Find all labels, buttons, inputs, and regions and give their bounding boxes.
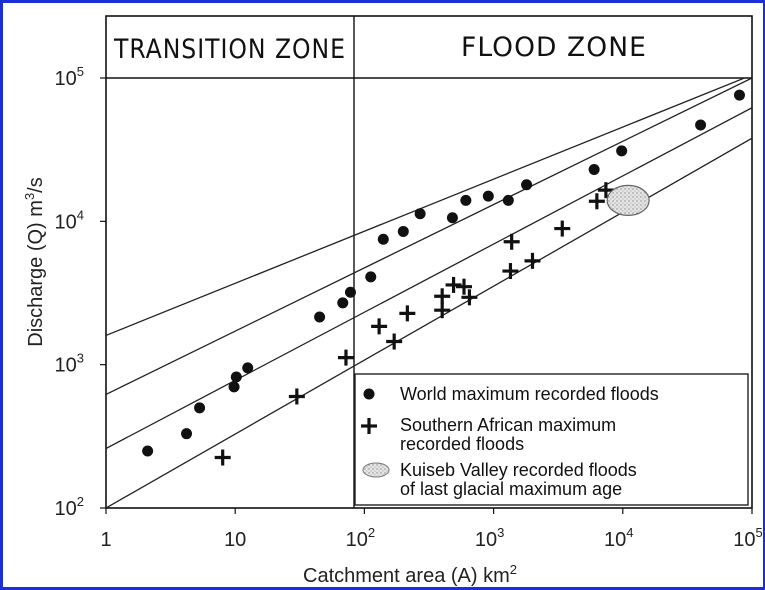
world-flood-point [695, 119, 707, 131]
x-tick-exponent: 4 [626, 525, 633, 540]
legend-marker-circle [363, 388, 375, 400]
world-flood-point [377, 233, 389, 245]
southern-african-flood-point [554, 220, 571, 237]
southern-african-flood-point [461, 289, 478, 306]
flood-zone-label: FLOOD ZONE [461, 32, 647, 63]
world-flood-point [616, 145, 628, 157]
y-axis-title-suffix: /s [25, 177, 47, 193]
y-axis-title: Discharge (Q) m3/s [22, 177, 47, 347]
y-tick-exponent: 5 [77, 64, 84, 79]
plot-area [105, 15, 753, 509]
world-flood-point [230, 371, 242, 383]
y-axis-title-superscript: 3 [22, 193, 37, 200]
y-tick-label: 102 [55, 494, 84, 520]
legend-label-kuiseb-2: of last glacial maximum age [400, 479, 622, 499]
data-points [142, 89, 745, 466]
legend-label-world: World maximum recorded floods [400, 384, 659, 404]
world-flood-point [228, 381, 240, 393]
southern-african-flood-point [434, 302, 451, 319]
kuiseb-valley-flood-area [606, 184, 650, 216]
southern-african-flood-point [455, 278, 472, 295]
world-flood-point [414, 208, 426, 220]
y-tick-exponent: 3 [77, 351, 84, 366]
x-tick-label: 103 [475, 525, 504, 551]
southern-african-flood-point [386, 333, 403, 350]
southern-african-flood-point [588, 193, 605, 210]
world-flood-point [521, 179, 533, 191]
envelope-line-3 [106, 107, 752, 450]
world-flood-point [502, 194, 514, 206]
southern-african-flood-point [502, 263, 519, 280]
southern-african-flood-point [597, 182, 614, 199]
x-tick-label: 1 [100, 529, 111, 551]
legend-box [354, 373, 749, 506]
y-axis-ticks: 102 103 104 105 [55, 64, 106, 520]
world-flood-point [446, 212, 458, 224]
legend-marker-ellipse [362, 462, 390, 478]
southern-african-flood-point [445, 276, 462, 293]
world-flood-point [397, 225, 409, 237]
world-flood-point [482, 190, 494, 202]
y-tick-label: 105 [55, 64, 84, 90]
southern-african-flood-point [288, 388, 305, 405]
legend-label-southern-african-2: recorded floods [400, 434, 524, 454]
x-axis-title-superscript: 2 [510, 562, 517, 577]
southern-african-flood-point [214, 449, 231, 466]
world-flood-point [344, 286, 356, 298]
y-axis-title-text: Discharge (Q) m [25, 200, 47, 347]
world-flood-point [733, 89, 745, 101]
x-tick-label: 102 [346, 525, 375, 551]
southern-african-flood-point [434, 288, 451, 305]
world-flood-point [314, 311, 326, 323]
x-tick-label: 105 [733, 525, 762, 551]
x-tick-exponent: 5 [756, 525, 763, 540]
x-tick-exponent: 3 [497, 525, 504, 540]
world-flood-point [181, 428, 193, 440]
world-flood-point [588, 163, 600, 175]
southern-african-flood-point [337, 349, 354, 366]
x-tick-label: 10 [224, 529, 246, 551]
world-flood-point [365, 271, 377, 283]
world-flood-point [337, 297, 349, 309]
x-axis-title: Catchment area (A) km2 [303, 562, 517, 587]
legend-label-kuiseb-1: Kuiseb Valley recorded floods [400, 460, 637, 480]
transition-zone-label: TRANSITION ZONE [113, 34, 346, 65]
x-axis-ticks: 1 10 102 103 104 105 [100, 508, 763, 551]
y-tick-exponent: 2 [77, 494, 84, 509]
southern-african-flood-point [503, 233, 520, 250]
legend-marker-plus [361, 418, 377, 434]
world-flood-point [194, 402, 206, 414]
y-tick-label: 103 [55, 351, 84, 377]
world-flood-point [460, 194, 472, 206]
envelope-line-2 [106, 78, 752, 396]
y-tick-exponent: 4 [77, 207, 84, 222]
world-flood-point [242, 362, 254, 374]
southern-african-flood-point [399, 305, 416, 322]
x-axis-title-text: Catchment area (A) km [303, 565, 510, 587]
envelope-line-1 [106, 78, 747, 337]
legend: World maximum recorded floods Southern A… [354, 373, 749, 506]
x-tick-exponent: 2 [368, 525, 375, 540]
legend-label-southern-african-1: Southern African maximum [400, 415, 616, 435]
y-tick-label: 104 [55, 207, 84, 233]
x-tick-label: 104 [604, 525, 633, 551]
southern-african-flood-point [371, 318, 388, 335]
southern-african-flood-point [524, 252, 541, 269]
world-flood-point [142, 445, 154, 457]
